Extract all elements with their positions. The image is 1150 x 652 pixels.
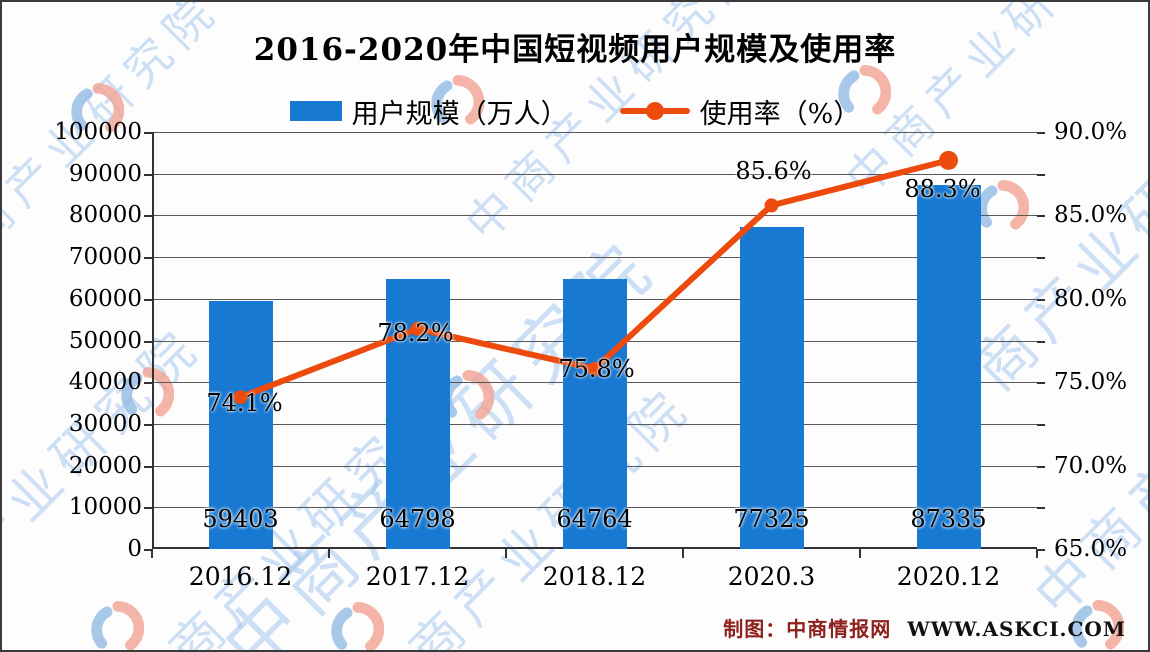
left-axis-tick-label: 40000 [68,369,142,396]
right-axis-tick [1037,382,1045,385]
left-axis-tick-label: 30000 [68,410,142,437]
left-axis-tick [144,507,152,510]
left-axis-tick [144,298,152,301]
bar-value-label: 87335 [910,505,987,533]
right-axis-tick-label: 80.0% [1054,285,1128,312]
bar-value-label: 64764 [556,505,633,533]
gridline [152,215,1037,217]
chart-title: 2016-2020年中国短视频用户规模及使用率 [253,32,897,68]
rate-point-label: 74.1% [206,389,283,418]
line-point-marker [587,361,602,376]
gridline [152,257,1037,259]
right-axis-tick-label: 75.0% [1054,369,1128,396]
bar-2020.3 [739,226,804,549]
x-axis-category-label: 2017.12 [365,562,470,591]
gridline [152,132,1037,133]
bar-value-label: 77325 [733,505,810,533]
rate-point-label: 85.6% [735,157,812,186]
right-axis-tick-label: 65.0% [1054,536,1128,562]
legend-item-users: 用户规模（万人） [289,92,568,131]
footer-site: WWW.ASKCI.COM [907,617,1126,641]
left-axis-tick [144,257,152,260]
left-axis-tick [144,549,152,551]
right-axis-tick [1037,173,1045,176]
bar-value-label: 59403 [202,505,279,533]
left-axis-tick-label: 80000 [68,202,142,229]
legend-label-rate: 使用率（%） [699,98,861,130]
left-axis-tick [144,382,152,385]
x-axis-category-label: 2020.3 [727,562,816,591]
right-axis-tick-label: 90.0% [1054,119,1128,145]
legend-label-users: 用户规模（万人） [351,98,568,130]
bar-value-label: 64798 [379,505,456,533]
footer-credit: 制图：中商情报网 [723,617,892,641]
footer: 制图：中商情报网 WWW.ASKCI.COM [723,613,1126,642]
right-axis-tick-label: 70.0% [1054,452,1128,479]
x-axis-tick [151,549,153,558]
y-axis-line [152,132,154,549]
x-axis-category-label: 2018.12 [542,562,647,591]
left-axis-tick-label: 10000 [68,494,142,521]
line-point-marker [939,150,958,170]
left-axis-tick [144,173,152,176]
x-axis-tick [682,549,684,558]
bar-2016.12 [208,301,273,549]
right-axis-tick [1037,132,1045,134]
right-axis-tick [1037,549,1045,551]
x-axis-category-label: 2016.12 [188,562,293,591]
right-axis-tick [1037,257,1045,260]
right-axis-tick-label: 85.0% [1054,202,1128,229]
left-axis-tick [144,465,152,468]
right-axis-tick [1037,298,1045,301]
legend-item-rate: 使用率（%） [619,92,861,131]
left-axis-tick [144,423,152,426]
right-axis-tick [1037,507,1045,510]
bar-2018.12 [562,278,627,549]
x-axis-category-label: 2020.12 [896,562,1001,591]
plot: 59403 64798 64764 77325 87335 74.1% 78.2% 75.8%… [144,132,1045,558]
x-axis-tick [505,549,507,558]
left-axis-tick-label: 0 [127,536,142,562]
legend: 用户规模（万人） 使用率（%） [2,90,1148,132]
rate-point-label: 78.2% [377,318,454,347]
line-point-marker [764,198,779,213]
usage-rate-line [233,150,958,405]
x-axis-tick [1036,549,1038,558]
x-axis-tick [859,549,861,558]
right-axis-tick [1037,465,1045,468]
bar-swatch-icon [289,101,342,121]
left-axis-tick [144,340,152,343]
left-axis-tick-label: 60000 [68,285,142,312]
line-point-marker [233,390,248,405]
right-axis-tick [1037,340,1045,343]
rate-point-label: 88.3% [904,175,981,204]
x-axis-tick [328,549,330,558]
gridline [152,173,1037,175]
bar-2020.12 [916,184,981,549]
left-axis-tick-label: 100000 [54,119,142,145]
line-point-marker [410,321,425,336]
left-axis-tick-label: 90000 [68,160,142,187]
line-swatch-icon [619,101,690,121]
left-axis-tick [144,215,152,218]
left-axis-tick-label: 20000 [68,452,142,479]
left-axis-tick [144,132,152,134]
right-axis-tick [1037,215,1045,218]
right-axis-tick [1037,423,1045,426]
rate-point-label: 75.8% [558,354,635,383]
left-axis-tick-label: 50000 [68,327,142,354]
left-axis-tick-label: 70000 [68,244,142,271]
